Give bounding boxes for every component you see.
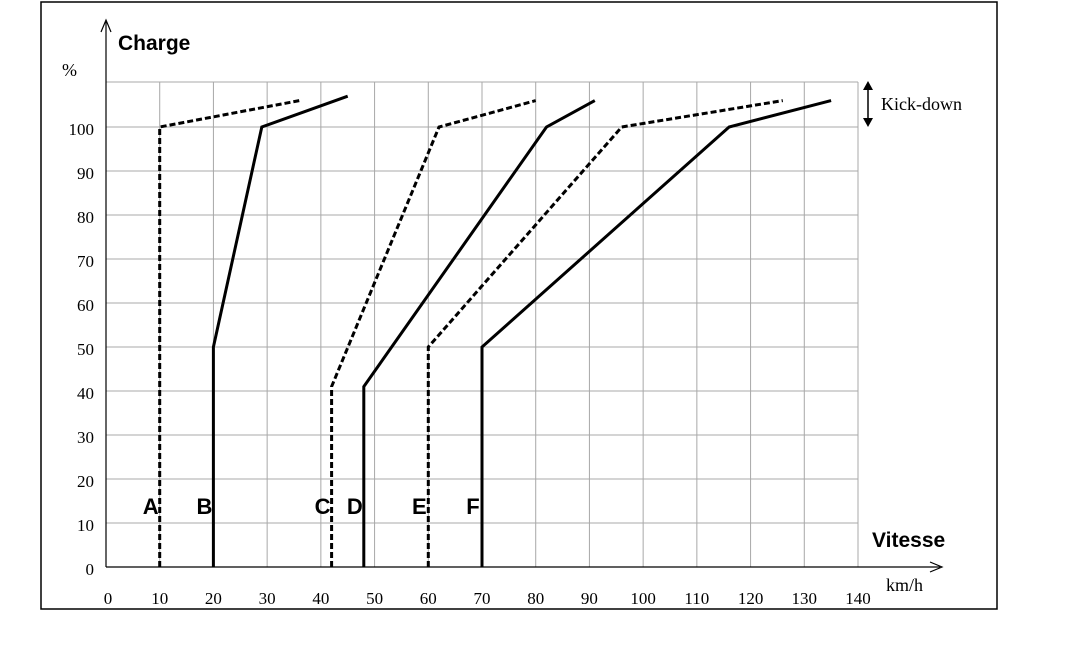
- series-label-d: D: [347, 494, 363, 519]
- y-tick-label: 90: [77, 164, 94, 183]
- series-label-a: A: [143, 494, 159, 519]
- series-line-e: [426, 99, 784, 567]
- y-tick-label: 30: [77, 428, 94, 447]
- y-tick-label: 80: [77, 208, 94, 227]
- x-tick-label: 10: [151, 589, 168, 608]
- series-line-c: [330, 99, 537, 567]
- x-tick-label: 70: [474, 589, 491, 608]
- kick-down-marker: Kick-down: [863, 81, 962, 127]
- y-tick-label: 40: [77, 384, 94, 403]
- axes: [100, 18, 944, 573]
- x-axis-unit: km/h: [886, 575, 923, 595]
- y-tick-label: 0: [86, 560, 95, 579]
- x-tick-label: 100: [630, 589, 656, 608]
- kick-down-label: Kick-down: [881, 94, 962, 114]
- x-tick-label: 30: [259, 589, 276, 608]
- y-tick-label: 100: [69, 120, 95, 139]
- y-tick-label: 70: [77, 252, 94, 271]
- y-tick-label: 50: [77, 340, 94, 359]
- x-tick-label: 80: [527, 589, 544, 608]
- series-label-e: E: [412, 494, 427, 519]
- kick-down-arrow-down-icon: [863, 118, 873, 127]
- x-axis-title: Vitesse: [872, 529, 945, 552]
- y-axis-unit: %: [62, 60, 77, 80]
- x-tick-label: 130: [792, 589, 818, 608]
- kick-down-arrow-up-icon: [863, 81, 873, 90]
- series-lines: [158, 94, 832, 567]
- tick-labels: 0 10 20 30 40 50 60 70 80 90 100 110 120 130 140 0 10 20 3…: [69, 120, 871, 608]
- x-tick-label: 40: [312, 589, 329, 608]
- series-line-a: [158, 99, 300, 567]
- x-tick-label: 0: [104, 589, 113, 608]
- series-line-b: [211, 94, 349, 567]
- x-tick-label: 120: [738, 589, 764, 608]
- x-tick-label: 110: [684, 589, 709, 608]
- x-tick-label: 60: [420, 589, 437, 608]
- series-label-f: F: [466, 494, 479, 519]
- x-tick-label: 90: [581, 589, 598, 608]
- series-label-c: C: [315, 494, 331, 519]
- x-tick-label: 140: [845, 589, 871, 608]
- chart-frame: [40, 1, 998, 610]
- x-tick-label: 20: [205, 589, 222, 608]
- x-axis-arrow-icon: [929, 561, 944, 573]
- y-axis-title: Charge: [118, 32, 190, 55]
- y-tick-label: 10: [77, 516, 94, 535]
- y-tick-label: 20: [77, 472, 94, 491]
- y-tick-label: 60: [77, 296, 94, 315]
- series-line-f: [480, 99, 832, 567]
- series-label-b: B: [196, 494, 212, 519]
- x-tick-label: 50: [366, 589, 383, 608]
- y-axis-arrow-icon: [100, 18, 112, 33]
- series-line-d: [362, 99, 596, 567]
